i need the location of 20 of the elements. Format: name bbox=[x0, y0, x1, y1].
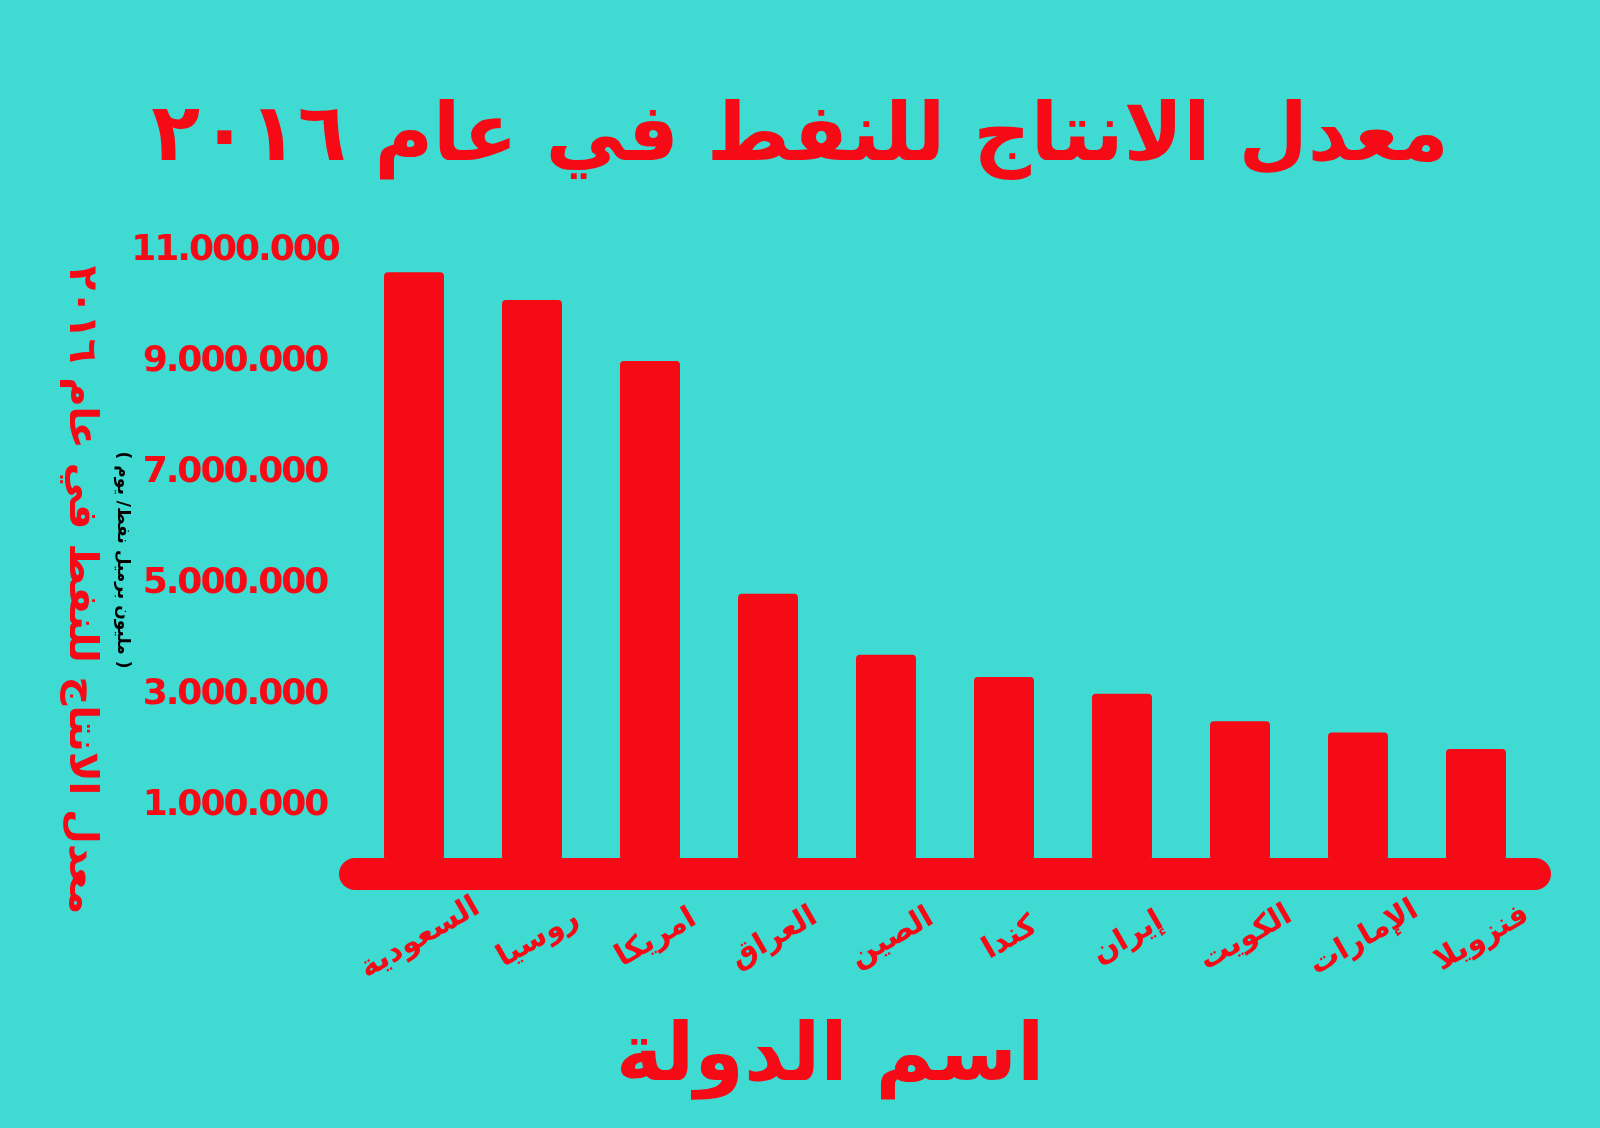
x-tick-label: فنزويلا bbox=[1427, 894, 1535, 978]
x-tick-label: كندا bbox=[975, 906, 1043, 966]
x-axis-title: اسم الدولة bbox=[615, 1006, 1045, 1100]
y-axis-title: معدل الانتاج للنفط في عام ٢٠١٦ bbox=[60, 265, 107, 915]
y-tick-label: 1.000.000 bbox=[142, 781, 329, 823]
x-tick-label: الإمارات bbox=[1301, 890, 1424, 982]
x-tick-label: روسيا bbox=[489, 898, 585, 975]
x-tick-label: العراق bbox=[723, 897, 823, 975]
y-tick-label: 11.000.000 bbox=[131, 227, 340, 268]
x-tick-label: السعودية bbox=[352, 887, 485, 985]
text: ( مليون برميل نفط/ يوم ) bbox=[113, 451, 134, 669]
y-tick-label: 7.000.000 bbox=[142, 448, 329, 490]
x-tick-label: الكويت bbox=[1192, 895, 1298, 977]
x-tick-label: إيران bbox=[1085, 901, 1169, 971]
y-tick-label: 9.000.000 bbox=[142, 337, 329, 379]
chart-title: معدل الانتاج للنفط في عام ٢٠١٦ bbox=[151, 86, 1449, 180]
x-tick-label: امريكا bbox=[608, 898, 702, 973]
y-tick-label: 5.000.000 bbox=[142, 559, 329, 601]
x-tick-label: الصين bbox=[842, 898, 939, 974]
y-tick-label: 3.000.000 bbox=[142, 670, 329, 712]
